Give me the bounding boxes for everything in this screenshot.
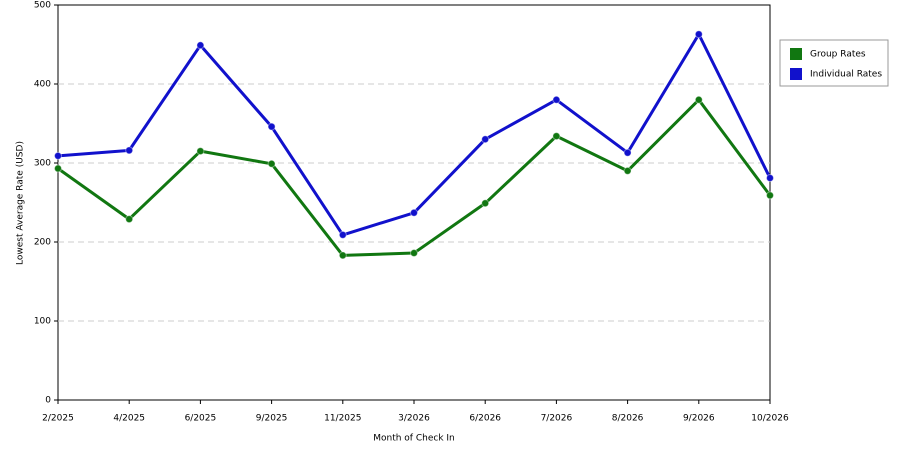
data-point [338, 230, 347, 239]
data-point [694, 95, 703, 104]
y-tick-label: 200 [34, 238, 51, 248]
x-tick-label: 9/2026 [683, 414, 715, 424]
data-point [54, 151, 62, 160]
legend-swatch [790, 68, 802, 80]
x-tick-label: 6/2026 [469, 414, 501, 424]
x-tick-label: 7/2026 [541, 414, 573, 424]
data-point [410, 208, 418, 217]
data-point [623, 166, 632, 175]
x-tick-label: 9/2025 [256, 414, 288, 424]
data-point [54, 164, 62, 173]
x-tick-label: 2/2025 [42, 414, 74, 424]
y-tick-label: 500 [34, 1, 51, 11]
data-point [196, 147, 205, 156]
data-point [552, 132, 561, 141]
y-tick-label: 400 [34, 80, 51, 90]
data-point [766, 191, 774, 200]
data-point [125, 215, 134, 224]
x-tick-label: 11/2025 [324, 414, 361, 424]
legend-label: Group Rates [810, 50, 866, 60]
data-point [481, 199, 490, 208]
data-point [694, 30, 703, 39]
y-axis-label: Lowest Average Rate (USD) [16, 141, 26, 265]
data-point [766, 174, 774, 183]
x-tick-label: 4/2025 [113, 414, 145, 424]
data-point [410, 249, 418, 258]
data-point [267, 122, 276, 131]
data-point [196, 41, 205, 50]
x-tick-label: 10/2026 [751, 414, 789, 424]
data-point [623, 148, 632, 157]
data-point [338, 251, 347, 260]
data-point [267, 159, 276, 168]
x-tick-label: 8/2026 [612, 414, 644, 424]
data-point [125, 146, 134, 155]
x-tick-label: 6/2025 [185, 414, 217, 424]
data-point [481, 135, 490, 144]
y-tick-label: 0 [45, 396, 51, 406]
y-tick-label: 100 [34, 317, 51, 327]
plot-area [57, 4, 771, 401]
legend-swatch [790, 48, 802, 60]
y-tick-label: 300 [34, 159, 51, 169]
legend-label: Individual Rates [810, 70, 882, 80]
legend: Group Rates Individual Rates [779, 39, 889, 87]
x-axis-label: Month of Check In [373, 434, 455, 444]
x-tick-label: 3/2026 [398, 414, 430, 424]
data-point [552, 95, 561, 104]
